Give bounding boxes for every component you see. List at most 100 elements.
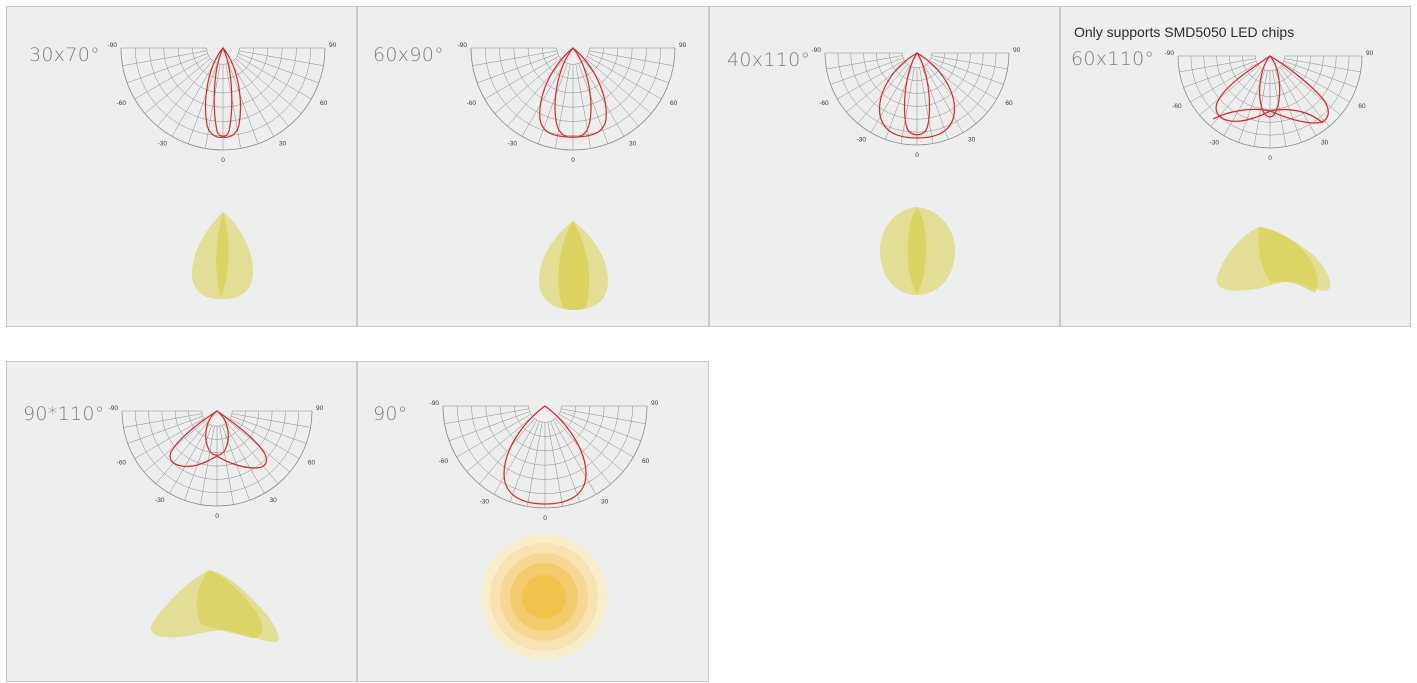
polar-grid-spoke bbox=[205, 64, 221, 149]
polar-grid-spoke bbox=[1199, 65, 1259, 116]
polar-tick-label: 60 bbox=[1005, 100, 1013, 107]
polar-curve-icon bbox=[204, 46, 242, 138]
polar-grid-spoke bbox=[507, 60, 563, 127]
polar-grid-spoke bbox=[122, 50, 207, 66]
polar-grid-spoke bbox=[134, 55, 209, 100]
polar-curve-icon bbox=[539, 47, 607, 138]
polar-grid-spoke bbox=[226, 422, 279, 484]
polar-grid-spoke bbox=[494, 58, 561, 114]
polar-grid-spoke bbox=[1277, 68, 1317, 136]
polar-tick-label: -60 bbox=[1172, 103, 1182, 110]
polar-grid-spoke bbox=[555, 64, 571, 149]
polar-grid-spoke bbox=[575, 64, 591, 149]
polar-tick-label: -90 bbox=[458, 42, 468, 49]
polar-grid-spoke bbox=[479, 418, 535, 485]
beam-angle-card-30x70: 30x70° -90 -60 -30 0 30 60 90 bbox=[6, 6, 357, 327]
polar-grid-spoke bbox=[221, 425, 250, 501]
polar-grid-spoke bbox=[456, 413, 531, 458]
polar-grid-spoke bbox=[466, 416, 533, 472]
beam-shape-icon bbox=[151, 570, 279, 643]
polar-grid-spoke bbox=[555, 418, 611, 485]
beam-angle-card-60x110: Only supports SMD5050 LED chips 60x110° … bbox=[1060, 6, 1411, 327]
polar-grid-spoke bbox=[472, 50, 557, 66]
polar-curve-icon bbox=[169, 410, 267, 469]
polar-grid-spoke bbox=[127, 415, 203, 444]
polar-grid-spoke bbox=[1223, 68, 1263, 136]
polar-grid-spoke bbox=[1279, 67, 1330, 127]
polar-grid-spoke bbox=[509, 421, 540, 502]
polar-grid-spoke bbox=[527, 422, 543, 507]
polar-grid-spoke bbox=[231, 413, 311, 428]
polar-tick-label: -30 bbox=[1210, 140, 1220, 147]
polar-grid-spoke bbox=[830, 57, 904, 85]
beam-angle-label: 30x70° bbox=[29, 44, 100, 66]
polar-grid-spoke bbox=[200, 425, 215, 505]
polar-grid-spoke bbox=[144, 58, 211, 114]
polar-grid-ring bbox=[1255, 55, 1285, 71]
polar-tick-label: -60 bbox=[819, 100, 829, 107]
polar-grid-spoke bbox=[449, 411, 530, 442]
polar-grid-spoke bbox=[1281, 65, 1341, 116]
polar-tick-label: -90 bbox=[1165, 50, 1175, 57]
polar-grid-spoke bbox=[521, 62, 566, 137]
polar-tick-label: -30 bbox=[480, 498, 490, 505]
polar-grid: -90 -60 -30 0 30 60 90 bbox=[109, 405, 324, 520]
beam-shape-icon bbox=[880, 207, 955, 295]
polar-grid-spoke bbox=[224, 424, 265, 494]
polar-tick-label: 30 bbox=[601, 498, 609, 505]
polar-tick-label: -90 bbox=[430, 400, 440, 407]
polar-grid-spoke bbox=[589, 50, 674, 66]
polar-grid-spoke bbox=[157, 60, 213, 127]
polar-grid-spoke bbox=[837, 60, 905, 100]
polar-diagram: -90 -60 -30 0 30 60 90 bbox=[812, 47, 1021, 295]
polar-tick-label: 30 bbox=[279, 140, 287, 147]
polar-grid-spoke bbox=[1253, 70, 1268, 147]
polar-diagram: -90 -60 -30 0 30 60 90 bbox=[1165, 50, 1374, 293]
polar-tick-label: -60 bbox=[439, 458, 449, 465]
beam-angle-card-90x110: 90*110° -90 -60 -30 0 30 60 90 bbox=[6, 361, 357, 682]
polar-tick-label: -90 bbox=[109, 405, 119, 412]
polar-tick-label: 0 bbox=[221, 157, 225, 164]
polar-grid-spoke bbox=[230, 418, 300, 459]
polar-tick-label: -30 bbox=[857, 137, 867, 144]
polar-tick-label: 0 bbox=[543, 515, 547, 522]
polar-grid-spoke bbox=[588, 53, 669, 84]
polar-grid-spoke bbox=[228, 63, 259, 144]
polar-tick-label: 30 bbox=[270, 497, 278, 504]
polar-tick-label: 90 bbox=[316, 405, 324, 412]
polar-grid-spoke bbox=[1210, 67, 1261, 127]
polar-grid-spoke bbox=[171, 62, 216, 137]
beam-angle-card-60x90: 60x90° -90 -60 -30 0 30 60 90 bbox=[357, 6, 709, 327]
polar-grid-spoke bbox=[134, 418, 204, 459]
polar-curve-icon bbox=[1212, 55, 1329, 124]
polar-grid-ring bbox=[201, 410, 233, 427]
polar-grid-spoke bbox=[552, 420, 597, 495]
polar-grid-spoke bbox=[235, 58, 302, 114]
beam-angle-label: 60x90° bbox=[373, 44, 444, 66]
beam-angle-card-90: 90° -90 -60 -30 0 30 60 90 bbox=[357, 361, 709, 682]
polar-tick-label: 60 bbox=[308, 460, 316, 467]
polar-grid-spoke bbox=[1183, 60, 1257, 88]
polar-tick-label: -90 bbox=[812, 47, 822, 54]
polar-grid-spoke bbox=[557, 416, 624, 472]
beam-shape-icon bbox=[538, 221, 608, 310]
polar-grid: -90 -60 -30 0 30 60 90 bbox=[108, 42, 337, 164]
polar-grid-spoke bbox=[444, 408, 529, 424]
polar-tick-label: 0 bbox=[1268, 155, 1272, 162]
polar-grid-spoke bbox=[583, 60, 639, 127]
chip-support-note: Only supports SMD5050 LED chips bbox=[1074, 24, 1295, 40]
polar-grid: -90 -60 -30 0 30 60 90 bbox=[812, 47, 1021, 159]
polar-grid-spoke bbox=[870, 65, 910, 133]
polar-tick-label: 60 bbox=[642, 458, 650, 465]
polar-tick-label: 90 bbox=[1013, 47, 1021, 54]
polar-grid: -90 -60 -30 0 30 60 90 bbox=[430, 400, 659, 522]
polar-grid-spoke bbox=[537, 63, 568, 144]
polar-grid-spoke bbox=[127, 53, 208, 84]
polar-grid-spoke bbox=[547, 422, 563, 507]
polar-tick-label: -30 bbox=[508, 140, 518, 147]
polar-grid-spoke bbox=[231, 415, 307, 444]
polar-grid-spoke bbox=[225, 64, 241, 149]
polar-grid-spoke bbox=[560, 411, 641, 442]
polar-grid-spoke bbox=[559, 413, 634, 458]
beam-angle-label: 90*110° bbox=[23, 403, 105, 425]
